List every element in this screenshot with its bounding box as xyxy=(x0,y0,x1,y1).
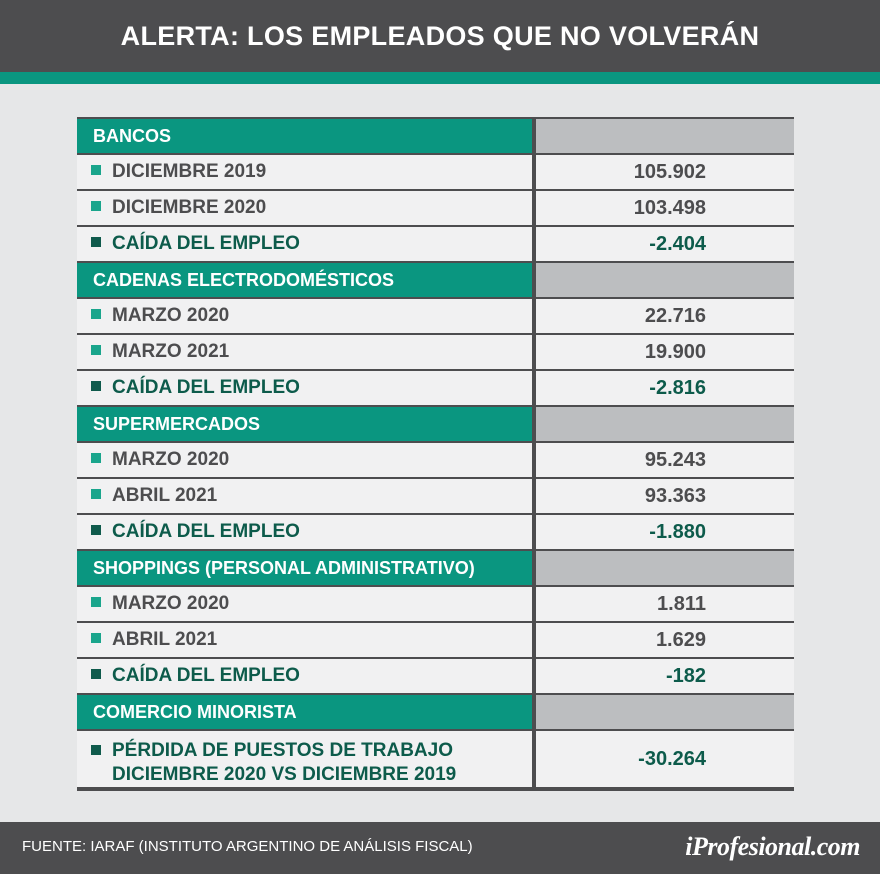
row-label: DICIEMBRE 2019 xyxy=(77,155,532,189)
section-title: SHOPPINGS (PERSONAL ADMINISTRATIVO) xyxy=(77,551,532,585)
row-label: MARZO 2021 xyxy=(77,335,532,369)
header-accent-stripe xyxy=(0,72,880,84)
section-title: BANCOS xyxy=(77,119,532,153)
drop-row-label: PÉRDIDA DE PUESTOS DE TRABAJO DICIEMBRE … xyxy=(77,731,532,787)
square-bullet-icon xyxy=(91,453,101,463)
section-header-blank xyxy=(536,263,794,297)
row-value: 105.902 xyxy=(536,155,794,189)
drop-row-label: CAÍDA DEL EMPLEO xyxy=(77,371,532,405)
drop-row-label: CAÍDA DEL EMPLEO xyxy=(77,659,532,693)
row-label: ABRIL 2021 xyxy=(77,479,532,513)
square-bullet-icon xyxy=(91,237,101,247)
square-bullet-icon xyxy=(91,165,101,175)
drop-row-label: CAÍDA DEL EMPLEO xyxy=(77,515,532,549)
row-label: DICIEMBRE 2020 xyxy=(77,191,532,225)
page-title: ALERTA: LOS EMPLEADOS QUE NO VOLVERÁN xyxy=(0,0,880,72)
row-label: MARZO 2020 xyxy=(77,587,532,621)
footer: FUENTE: IARAF (INSTITUTO ARGENTINO DE AN… xyxy=(0,822,880,874)
drop-row-label: CAÍDA DEL EMPLEO xyxy=(77,227,532,261)
square-bullet-icon xyxy=(91,525,101,535)
section-title: CADENAS ELECTRODOMÉSTICOS xyxy=(77,263,532,297)
section-title: COMERCIO MINORISTA xyxy=(77,695,532,729)
square-bullet-icon xyxy=(91,309,101,319)
drop-row-value: -2.816 xyxy=(536,371,794,405)
square-bullet-icon xyxy=(91,345,101,355)
row-label: MARZO 2020 xyxy=(77,443,532,477)
section-header-blank xyxy=(536,551,794,585)
section-header-blank xyxy=(536,695,794,729)
square-bullet-icon xyxy=(91,381,101,391)
row-value: 93.363 xyxy=(536,479,794,513)
section-header-blank xyxy=(536,119,794,153)
row-value: 95.243 xyxy=(536,443,794,477)
section-title: SUPERMERCADOS xyxy=(77,407,532,441)
row-value: 1.811 xyxy=(536,587,794,621)
drop-row-value: -1.880 xyxy=(536,515,794,549)
row-value: 103.498 xyxy=(536,191,794,225)
square-bullet-icon xyxy=(91,669,101,679)
row-value: 22.716 xyxy=(536,299,794,333)
square-bullet-icon xyxy=(91,633,101,643)
row-label: MARZO 2020 xyxy=(77,299,532,333)
square-bullet-icon xyxy=(91,745,101,755)
square-bullet-icon xyxy=(91,597,101,607)
row-label: ABRIL 2021 xyxy=(77,623,532,657)
square-bullet-icon xyxy=(91,489,101,499)
drop-row-value: -30.264 xyxy=(536,731,794,787)
source-note: FUENTE: IARAF (INSTITUTO ARGENTINO DE AN… xyxy=(22,838,473,855)
section-header-blank xyxy=(536,407,794,441)
row-value: 1.629 xyxy=(536,623,794,657)
row-value: 19.900 xyxy=(536,335,794,369)
drop-row-value: -182 xyxy=(536,659,794,693)
square-bullet-icon xyxy=(91,201,101,211)
drop-row-value: -2.404 xyxy=(536,227,794,261)
brand-logo: iProfesional.com xyxy=(685,832,860,861)
employment-table: BANCOS DICIEMBRE 2019 105.902 DICIEMBRE … xyxy=(77,117,794,791)
